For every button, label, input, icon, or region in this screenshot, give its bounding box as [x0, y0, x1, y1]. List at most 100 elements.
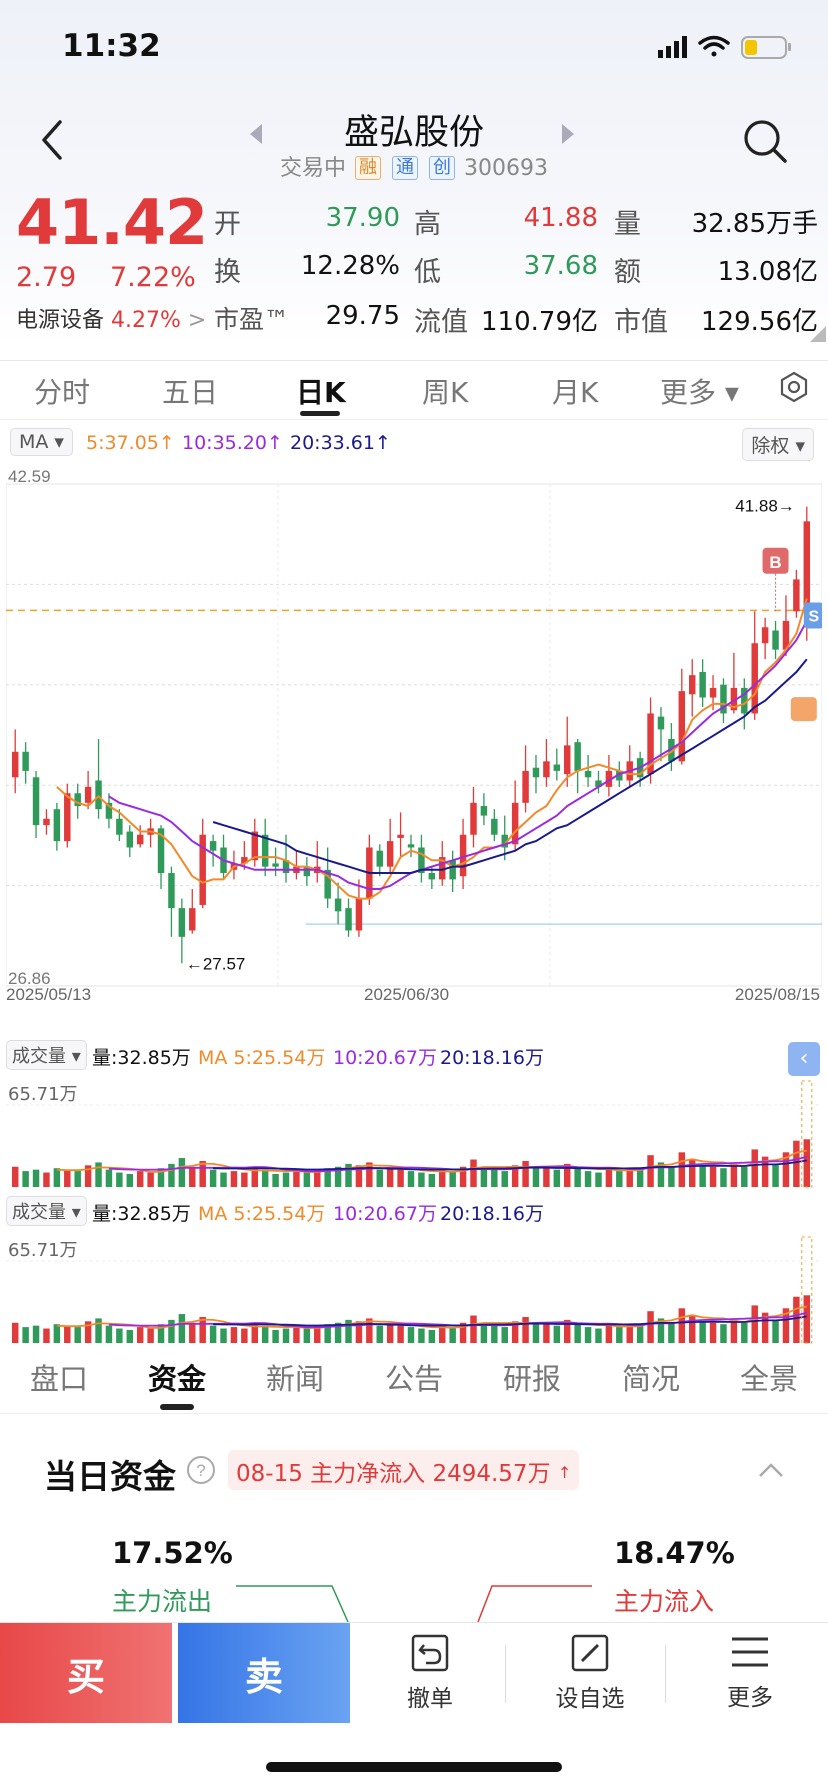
candle [730, 687, 738, 711]
volume-bar [251, 1322, 258, 1343]
fund-title: 当日资金 [44, 1457, 176, 1496]
buy-marker-text: B [769, 553, 781, 572]
volume-bar [376, 1169, 383, 1187]
help-icon[interactable]: ? [186, 1455, 216, 1485]
ma-selector[interactable]: MA ▾ [10, 428, 73, 456]
cancel-order-button[interactable]: 撤单 [360, 1623, 500, 1723]
volume-bar [126, 1173, 134, 1187]
more-label: 更多 [727, 1685, 773, 1711]
volume-bar [136, 1327, 144, 1343]
volume-bar [647, 1155, 654, 1187]
tab-news[interactable]: 新闻 [266, 1362, 325, 1396]
volume-bar [418, 1172, 425, 1187]
candle [543, 761, 550, 778]
volume-bar [53, 1168, 61, 1187]
volume-selector-1[interactable]: 成交量 ▾ [6, 1040, 87, 1070]
tab-profile[interactable]: 简况 [622, 1362, 681, 1396]
volume-bar [491, 1169, 498, 1187]
volume-bar [439, 1325, 446, 1343]
volume-bar [293, 1327, 300, 1343]
adjust-selector[interactable]: 除权 ▾ [742, 428, 814, 461]
volume-bar [501, 1171, 508, 1187]
volume-bar [147, 1328, 154, 1343]
candle [407, 844, 415, 848]
quote-value: 12.28% [300, 251, 400, 281]
sector-link[interactable]: 电源设备 4.27% > [16, 308, 207, 333]
candle [116, 818, 123, 835]
volume-value-2: 量:32.85万 [92, 1203, 191, 1225]
add-watchlist-button[interactable]: 设自选 [520, 1623, 660, 1723]
volume-bar [334, 1166, 342, 1187]
volume-bar [261, 1169, 269, 1187]
inflow-leader-line [477, 1585, 592, 1623]
volume-ma5-2: MA 5:25.54万 [198, 1203, 326, 1225]
volume-bar [303, 1172, 311, 1187]
back-arrow-icon[interactable] [38, 118, 68, 162]
tab-more[interactable]: 更多 ▾ [660, 376, 739, 409]
candle [470, 802, 477, 835]
candle [511, 802, 519, 845]
volume-bar [501, 1327, 508, 1343]
candle [699, 671, 706, 698]
volume-selector-2[interactable]: 成交量 ▾ [6, 1196, 87, 1226]
tab-monthly-k[interactable]: 月K [552, 376, 599, 409]
volume-bar [386, 1168, 394, 1187]
chevron-up-icon[interactable] [756, 1460, 786, 1480]
tab-overview[interactable]: 全景 [740, 1362, 799, 1396]
volume-bar [355, 1321, 363, 1343]
prev-stock-arrow-icon[interactable] [250, 124, 262, 144]
net-inflow-badge: 08-15 主力净流入 2494.57万 ↑ [228, 1450, 580, 1490]
volume-bar [282, 1328, 290, 1343]
candle [303, 866, 311, 877]
volume-bar [459, 1322, 467, 1343]
volume-bar [553, 1325, 561, 1343]
tab-weekly-k[interactable]: 周K [422, 376, 469, 409]
quote-label: 市值 [614, 307, 668, 338]
x-label-mid: 2025/06/30 [364, 985, 449, 1002]
tab-funds[interactable]: 资金 [148, 1362, 207, 1396]
tag-margin: 融 [355, 156, 382, 180]
candle [564, 745, 571, 775]
volume-bar [428, 1173, 436, 1187]
tab-orderbook[interactable]: 盘口 [30, 1362, 89, 1396]
low-marker: ←27.57 [186, 954, 246, 973]
volume-bar [126, 1329, 134, 1343]
chart-settings-icon[interactable] [778, 371, 810, 403]
tab-daily-k[interactable]: 日K [296, 376, 346, 409]
volume-bar [803, 1295, 811, 1343]
tab-5day[interactable]: 五日 [162, 376, 219, 409]
next-stock-arrow-icon[interactable] [562, 124, 574, 144]
volume-bar [251, 1166, 258, 1187]
volume-bar [178, 1158, 186, 1187]
volume-bar [699, 1165, 706, 1187]
volume-bar [241, 1328, 248, 1343]
sector-pct: 4.27% [111, 308, 181, 333]
volume-bar [605, 1325, 613, 1343]
tab-research[interactable]: 研报 [503, 1362, 562, 1396]
more-button[interactable]: 更多 [680, 1623, 820, 1723]
tab-announcements[interactable]: 公告 [385, 1362, 444, 1396]
candle [157, 828, 165, 874]
candle [720, 684, 727, 714]
search-icon[interactable] [742, 118, 788, 164]
volume-bar [751, 1149, 758, 1187]
volume-bar [189, 1166, 196, 1187]
ma-line-ma5 [56, 598, 808, 900]
volume-chart-2 [6, 1236, 822, 1344]
volume-bar [261, 1325, 269, 1343]
volume-bar [564, 1163, 571, 1187]
quote-label: 市盈™ [214, 305, 290, 334]
tab-intraday[interactable]: 分时 [34, 376, 91, 409]
volume-max-2: 65.71万 [8, 1240, 78, 1261]
volume-bar [543, 1168, 550, 1187]
sell-button[interactable]: 卖 [178, 1623, 350, 1723]
stock-name: 盛弘股份 [343, 113, 484, 153]
add-watchlist-label: 设自选 [555, 1686, 625, 1712]
collapse-panel-button[interactable]: ‹ [788, 1042, 820, 1076]
volume-bar [74, 1327, 81, 1343]
buy-button[interactable]: 买 [0, 1623, 172, 1723]
volume-bar [751, 1305, 758, 1343]
volume-bar [355, 1165, 363, 1187]
tag-connect: 通 [392, 156, 419, 180]
